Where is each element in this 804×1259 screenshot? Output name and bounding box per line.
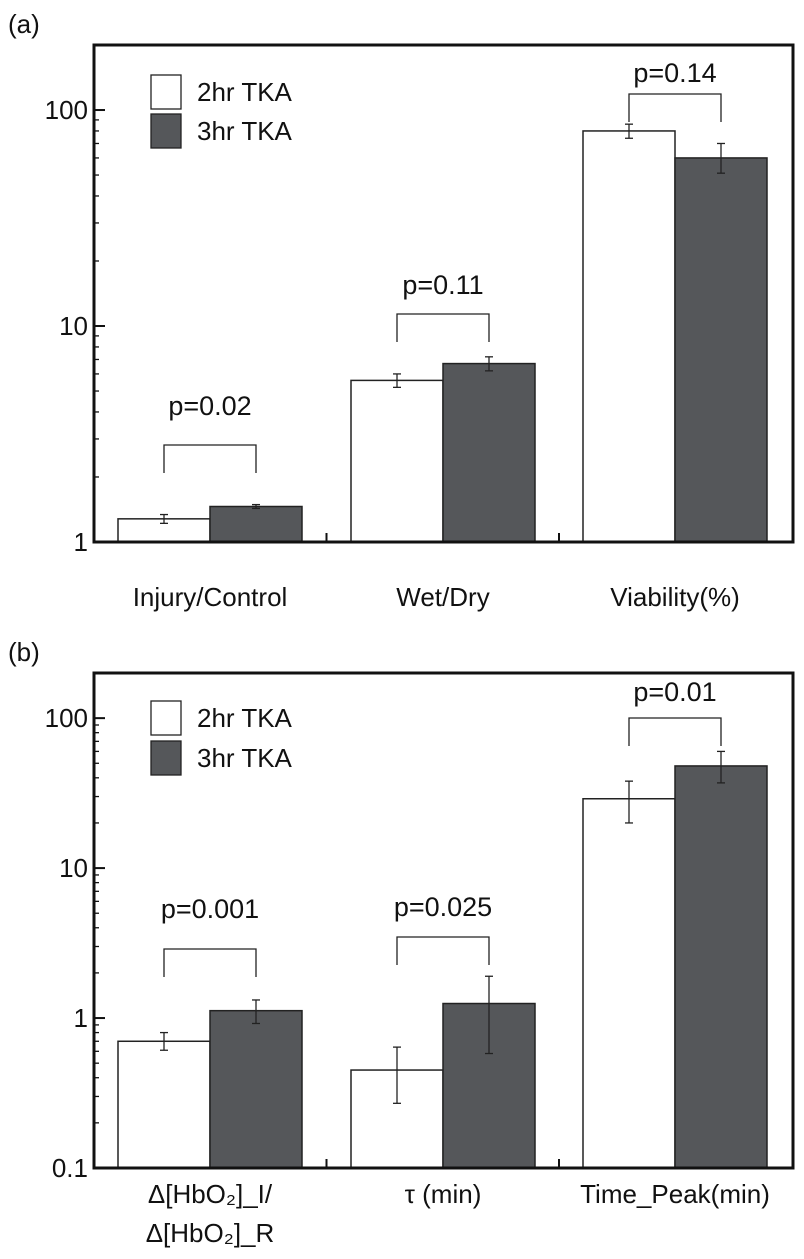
error-bar-3hr-0 [252,999,260,1025]
error-bar-2hr-0 [160,513,168,524]
error-bar-3hr-2 [717,142,725,174]
bar-3hr-0 [209,505,303,543]
p-value-label: p=0.001 [161,894,259,924]
legend-label: 2hr TKA [197,703,293,733]
bar-3hr-1 [442,362,536,543]
panel-label: (a) [8,9,40,39]
bar-2hr-2 [582,798,676,1169]
p-value-label: p=0.025 [394,892,492,922]
legend-swatch-2hr [150,74,182,110]
significance-bracket [396,936,490,965]
category-label: Δ[HbO₂]_I/ [148,1179,273,1209]
y-tick-label: 100 [45,95,88,125]
significance-bracket [396,313,490,342]
bar-3hr-0 [209,1009,303,1169]
bar-2hr-1 [350,379,444,543]
chart-panel-a: (a) 1 10 100 Injury/Control Wet/Dry Viability(… [8,9,795,612]
y-tick-label: 10 [59,853,88,883]
p-value-label: p=0.02 [168,391,251,421]
category-label: τ (min) [405,1179,482,1209]
legend-label: 2hr TKA [197,77,293,107]
error-bar-3hr-2 [717,750,725,784]
error-bar-3hr-0 [252,503,260,510]
legend-label: 3hr TKA [197,116,293,146]
panel-label: (b) [8,637,40,667]
p-value-label: p=0.01 [633,677,716,707]
y-tick-label: 100 [45,703,88,733]
p-value-label: p=0.11 [402,270,483,300]
legend-swatch-3hr [150,740,182,776]
significance-bracket [163,948,257,977]
category-label: Time_Peak(min) [580,1179,770,1209]
legend-swatch-2hr [150,700,182,736]
legend-swatch-3hr [150,113,182,149]
y-tick-label: 10 [59,311,88,341]
plot-frame [92,671,795,1170]
error-bar-2hr-0 [160,1031,168,1051]
chart-panel-b: (b) 0.1 1 10 100 Δ[HbO₂]_I/Δ[HbO₂]_R τ (min) Ti… [8,637,795,1248]
error-bar-3hr-1 [485,356,493,372]
error-bar-2hr-1 [393,1046,401,1104]
error-bar-2hr-2 [625,123,633,139]
error-bar-3hr-1 [485,975,493,1055]
bar-3hr-2 [674,765,768,1169]
bar-2hr-2 [582,130,676,543]
bar-3hr-2 [674,157,768,543]
significance-bracket [163,444,257,473]
category-label: Wet/Dry [396,582,489,612]
bar-2hr-0 [117,1040,211,1169]
significance-bracket [628,717,722,746]
significance-bracket [628,93,722,122]
error-bar-2hr-1 [393,373,401,389]
p-value-label: p=0.14 [633,58,716,88]
legend-label: 3hr TKA [197,743,293,773]
category-label-line2: Δ[HbO₂]_R [146,1218,275,1248]
plot-frame [92,43,795,544]
y-tick-label: 1 [74,1003,88,1033]
y-tick-label: 1 [74,527,88,557]
category-label: Injury/Control [133,582,288,612]
category-label: Viability(%) [610,582,740,612]
error-bar-2hr-2 [625,780,633,824]
y-tick-label: 0.1 [52,1153,88,1183]
